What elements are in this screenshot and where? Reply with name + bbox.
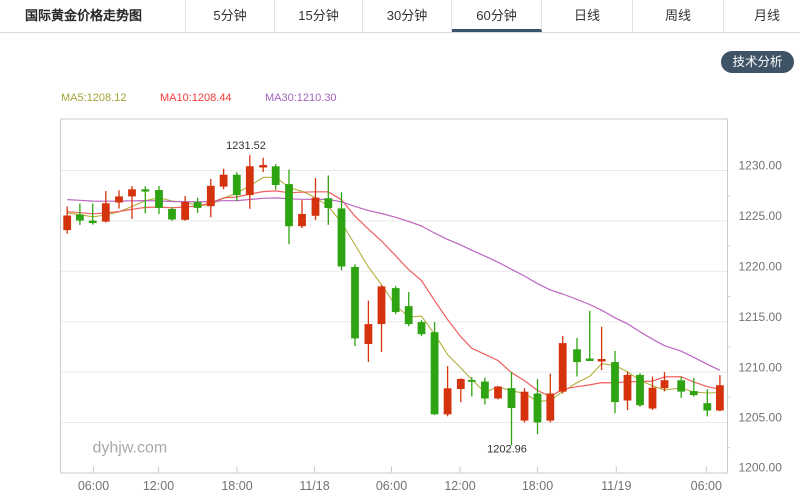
svg-text:11/18: 11/18 bbox=[299, 479, 329, 493]
svg-text:12:00: 12:00 bbox=[143, 479, 174, 493]
svg-text:12:00: 12:00 bbox=[444, 479, 475, 493]
svg-text:dyhjw.com: dyhjw.com bbox=[93, 440, 168, 457]
svg-text:1220.00: 1220.00 bbox=[739, 260, 783, 274]
svg-text:06:00: 06:00 bbox=[376, 479, 407, 493]
svg-text:1205.00: 1205.00 bbox=[739, 411, 783, 425]
svg-text:11/19: 11/19 bbox=[601, 479, 631, 493]
svg-text:1210.00: 1210.00 bbox=[739, 360, 783, 374]
svg-text:1230.00: 1230.00 bbox=[739, 159, 783, 173]
svg-text:1231.52: 1231.52 bbox=[226, 140, 266, 152]
svg-text:1225.00: 1225.00 bbox=[739, 209, 783, 223]
svg-text:1202.96: 1202.96 bbox=[487, 444, 527, 456]
svg-text:1200.00: 1200.00 bbox=[739, 461, 783, 475]
svg-text:06:00: 06:00 bbox=[691, 479, 722, 493]
svg-text:18:00: 18:00 bbox=[221, 479, 252, 493]
svg-text:1215.00: 1215.00 bbox=[739, 310, 783, 324]
svg-text:06:00: 06:00 bbox=[78, 479, 109, 493]
svg-text:18:00: 18:00 bbox=[522, 479, 553, 493]
